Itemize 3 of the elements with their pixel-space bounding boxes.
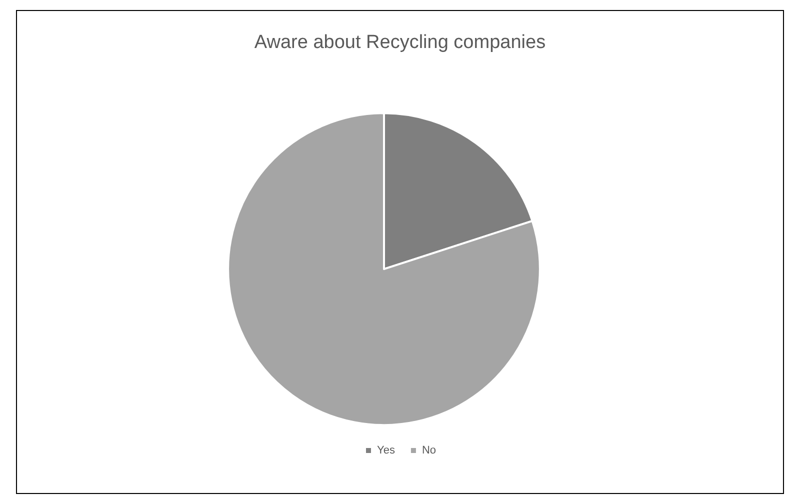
chart-title: Aware about Recycling companies	[254, 32, 546, 53]
legend-label: Yes	[376, 444, 396, 456]
legend-label: No	[422, 444, 436, 456]
